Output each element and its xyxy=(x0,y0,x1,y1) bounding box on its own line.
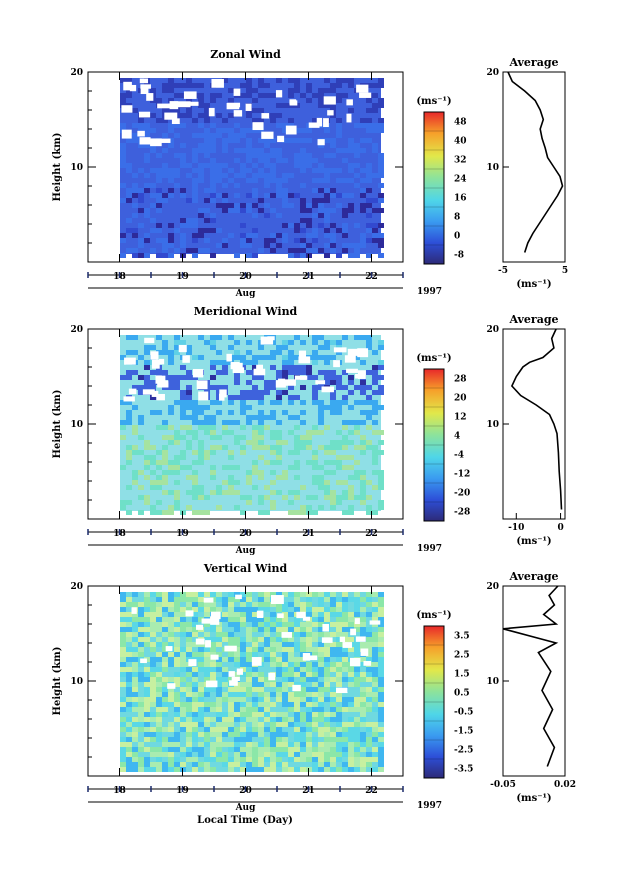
colorbar-tick-label: -1.5 xyxy=(454,727,473,737)
colorbar-tick-label: -12 xyxy=(454,470,470,480)
panel-1: Zonal Wind 10 20 Height (km) 18 19 20 21 22 Aug 19… xyxy=(52,48,568,299)
year-label: 1997 xyxy=(417,544,442,554)
average-frame xyxy=(502,328,566,520)
y-tick-label: 20 xyxy=(70,582,83,592)
x-tick-label: 18 xyxy=(113,786,126,796)
colorbar-tick-label: 20 xyxy=(454,394,467,404)
month-label: Aug xyxy=(235,289,257,299)
average-y-tick-label: 10 xyxy=(486,420,499,430)
panel-3: Vertical Wind 10 20 Height (km) 18 19 20 21 22 Au… xyxy=(52,562,576,813)
average-x-tick-label: -5 xyxy=(498,266,508,276)
x-tick-label: 20 xyxy=(239,272,252,282)
colorbar-unit: (ms⁻¹) xyxy=(416,96,451,107)
x-tick-label: 19 xyxy=(176,786,189,796)
average-y-tick-label: 20 xyxy=(486,582,499,592)
colorbar-tick-label: 24 xyxy=(454,175,467,185)
x-tick-label: 19 xyxy=(176,529,189,539)
colorbar-tick-label: 3.5 xyxy=(454,632,470,642)
average-x-tick-label: 5 xyxy=(562,266,568,276)
y-axis-label: Height (km) xyxy=(52,133,63,202)
colorbar-tick-label: 48 xyxy=(454,118,467,128)
colorbar-tick-label: 1.5 xyxy=(454,670,470,680)
average-profile-line xyxy=(507,71,564,253)
x-tick-label: 22 xyxy=(365,529,378,539)
panel-title: Meridional Wind xyxy=(194,305,298,318)
colorbar-tick-label: 16 xyxy=(454,194,467,204)
y-axis-label: Height (km) xyxy=(52,647,63,716)
x-tick-label: 22 xyxy=(365,272,378,282)
x-tick-label: 21 xyxy=(302,272,315,282)
colorbar-tick-label: 8 xyxy=(454,213,460,223)
x-tick-label: 19 xyxy=(176,272,189,282)
y-tick-label: 10 xyxy=(70,420,83,430)
heatmap xyxy=(120,78,384,258)
y-tick-label: 20 xyxy=(70,68,83,78)
average-y-tick-label: 20 xyxy=(486,325,499,335)
colorbar-tick-label: -8 xyxy=(454,251,464,261)
colorbar-tick-label: 40 xyxy=(454,137,467,147)
x-tick-label: 22 xyxy=(365,786,378,796)
colorbar-tick-label: -0.5 xyxy=(454,708,473,718)
heatmap xyxy=(120,335,384,515)
y-tick-label: 20 xyxy=(70,325,83,335)
x-tick-label: 20 xyxy=(239,529,252,539)
average-x-tick-label: -10 xyxy=(508,523,524,533)
month-label: Aug xyxy=(235,546,257,556)
average-y-tick-label: 10 xyxy=(486,163,499,173)
average-title: Average xyxy=(508,56,558,69)
y-tick-label: 10 xyxy=(70,677,83,687)
average-unit: (ms⁻¹) xyxy=(516,793,551,804)
average-unit: (ms⁻¹) xyxy=(516,279,551,290)
average-title: Average xyxy=(508,313,558,326)
x-tick-label: 21 xyxy=(302,786,315,796)
x-tick-label: 18 xyxy=(113,272,126,282)
panel-2: Meridional Wind 10 20 Height (km) 18 19 20 21 22… xyxy=(52,305,566,556)
figure-xlabel: Local Time (Day) xyxy=(197,815,293,826)
average-title: Average xyxy=(508,570,558,583)
x-tick-label: 20 xyxy=(239,786,252,796)
average-x-tick-label: 0 xyxy=(557,523,563,533)
colorbar-tick-label: -3.5 xyxy=(454,765,473,775)
panel-title: Vertical Wind xyxy=(203,562,288,575)
average-unit: (ms⁻¹) xyxy=(516,536,551,547)
average-x-tick-label: 0.02 xyxy=(554,780,576,790)
heatmap xyxy=(120,592,384,772)
average-profile-line xyxy=(510,328,563,510)
average-profile-line xyxy=(502,585,559,767)
colorbar xyxy=(423,625,445,779)
average-y-tick-label: 10 xyxy=(486,677,499,687)
colorbar-tick-label: 0 xyxy=(454,232,460,242)
colorbar-tick-label: -4 xyxy=(454,451,464,461)
colorbar-tick-label: 32 xyxy=(454,156,467,166)
average-y-tick-label: 20 xyxy=(486,68,499,78)
colorbar xyxy=(423,368,445,522)
y-axis-label: Height (km) xyxy=(52,390,63,459)
y-tick-label: 10 xyxy=(70,163,83,173)
year-label: 1997 xyxy=(417,801,442,811)
year-label: 1997 xyxy=(417,287,442,297)
colorbar-unit: (ms⁻¹) xyxy=(416,610,451,621)
colorbar-tick-label: 2.5 xyxy=(454,651,470,661)
colorbar-unit: (ms⁻¹) xyxy=(416,353,451,364)
colorbar xyxy=(423,111,445,265)
x-tick-label: 18 xyxy=(113,529,126,539)
month-label: Aug xyxy=(235,803,257,813)
average-frame xyxy=(502,71,566,263)
colorbar-tick-label: 28 xyxy=(454,375,467,385)
panel-title: Zonal Wind xyxy=(210,48,281,61)
colorbar-tick-label: 12 xyxy=(454,413,467,423)
colorbar-tick-label: -2.5 xyxy=(454,746,473,756)
average-frame xyxy=(502,585,566,777)
x-tick-label: 21 xyxy=(302,529,315,539)
colorbar-tick-label: -28 xyxy=(454,508,470,518)
average-x-tick-label: -0.05 xyxy=(490,780,516,790)
colorbar-tick-label: 4 xyxy=(454,432,460,442)
colorbar-tick-label: -20 xyxy=(454,489,470,499)
colorbar-tick-label: 0.5 xyxy=(454,689,470,699)
